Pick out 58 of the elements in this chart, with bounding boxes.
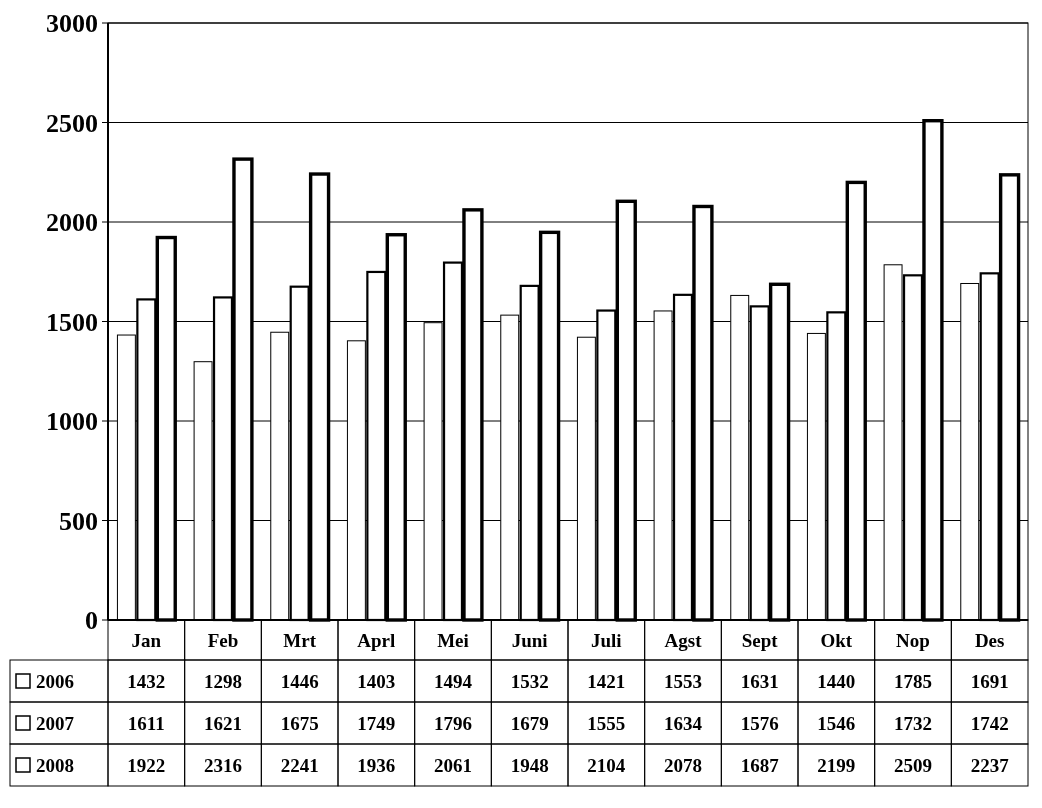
- legend-label: 2008: [36, 754, 74, 776]
- data-label: 1421: [587, 670, 626, 692]
- data-label: 1532: [510, 670, 549, 692]
- data-label: 2104: [587, 754, 626, 776]
- data-label: 1749: [357, 712, 396, 734]
- x-tick-label: Sept: [741, 629, 779, 651]
- y-tick-label: 2500: [46, 108, 98, 138]
- data-label: 2199: [817, 754, 856, 776]
- x-tick-label: Juni: [511, 629, 548, 651]
- y-tick-label: 0: [85, 606, 98, 636]
- data-label: 2078: [664, 754, 702, 776]
- data-label: 1785: [894, 670, 932, 692]
- y-tick-label: 3000: [46, 9, 98, 39]
- y-tick-label: 1500: [46, 307, 98, 337]
- data-label: 1494: [434, 670, 473, 692]
- data-label: 1675: [280, 712, 319, 734]
- x-tick-label: Mrt: [283, 629, 317, 651]
- data-label: 2509: [894, 754, 932, 776]
- data-label: 1553: [664, 670, 702, 692]
- data-label: 1555: [587, 712, 626, 734]
- data-label: 1576: [740, 712, 779, 734]
- x-tick-label: Aprl: [357, 629, 396, 651]
- x-tick-label: Mei: [437, 629, 469, 651]
- y-tick-label: 500: [59, 506, 98, 536]
- x-tick-label: Nop: [896, 629, 930, 651]
- data-label: 1403: [357, 670, 396, 692]
- x-tick-label: Okt: [820, 629, 853, 651]
- data-label: 1742: [970, 712, 1009, 734]
- data-label: 1679: [510, 712, 549, 734]
- data-label: 1631: [740, 670, 779, 692]
- x-tick-label: Agst: [664, 629, 703, 651]
- y-tick-label: 2000: [46, 208, 98, 238]
- data-label: 1440: [817, 670, 856, 692]
- data-label: 1432: [127, 670, 166, 692]
- data-label: 1298: [204, 670, 242, 692]
- data-label: 1691: [970, 670, 1009, 692]
- data-label: 1634: [664, 712, 703, 734]
- data-label: 1948: [510, 754, 549, 776]
- data-label: 2061: [434, 754, 472, 776]
- data-label: 1611: [127, 712, 165, 734]
- data-label: 1732: [894, 712, 932, 734]
- data-label: 1922: [127, 754, 166, 776]
- data-label: 2316: [204, 754, 242, 776]
- data-label: 2241: [280, 754, 319, 776]
- legend-label: 2007: [36, 712, 75, 734]
- x-tick-label: Feb: [207, 629, 239, 651]
- x-tick-label: Des: [974, 629, 1005, 651]
- data-label: 1796: [434, 712, 472, 734]
- data-label: 1546: [817, 712, 856, 734]
- x-tick-label: Jan: [131, 629, 162, 651]
- data-label: 1621: [204, 712, 242, 734]
- data-label: 1446: [280, 670, 319, 692]
- x-tick-label: Juli: [591, 629, 622, 651]
- data-label: 1687: [740, 754, 780, 776]
- data-label: 2237: [970, 754, 1010, 776]
- data-label: 1936: [357, 754, 396, 776]
- legend-label: 2006: [36, 670, 74, 692]
- y-tick-label: 1000: [46, 407, 98, 437]
